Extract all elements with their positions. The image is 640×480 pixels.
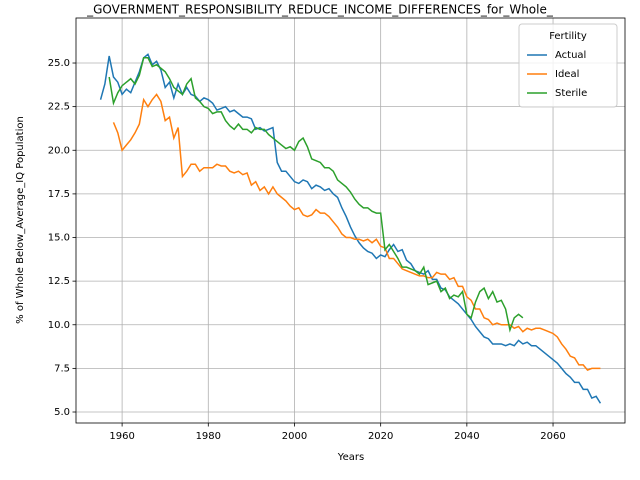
y-tick-label: 5.0: [54, 407, 70, 418]
legend-label: Ideal: [555, 69, 579, 80]
legend-box: [518, 23, 618, 108]
line-series: [108, 57, 524, 333]
y-tick-label: 10.0: [48, 320, 70, 331]
legend-label: Actual: [555, 50, 586, 61]
chart-title: _GOVERNMENT_RESPONSIBILITY_REDUCE_INCOME…: [86, 3, 554, 17]
y-axis-label: % of Whole Below_Average_IQ Population: [15, 116, 26, 324]
legend-title: Fertility: [549, 31, 587, 42]
legend: Fertility Actual Ideal Sterile: [518, 23, 618, 108]
y-tick-label: 25.0: [48, 58, 70, 69]
x-axis-label: Years: [337, 452, 364, 463]
x-tick-label: 1980: [196, 431, 221, 442]
axes-frame: [75, 17, 626, 424]
y-tick-label: 7.5: [54, 363, 70, 374]
y-tick-label: 17.5: [48, 189, 70, 200]
x-tick-label: 2060: [540, 431, 565, 442]
y-tick-label: 20.0: [48, 145, 70, 156]
x-tick-label: 2000: [282, 431, 307, 442]
line-series: [112, 93, 601, 372]
plot-area: [99, 53, 602, 404]
x-tick-label: 2040: [454, 431, 479, 442]
y-tick-label: 12.5: [48, 276, 70, 287]
y-tick-label: 22.5: [48, 102, 70, 113]
x-tick-label: 1960: [109, 431, 134, 442]
legend-label: Sterile: [555, 88, 587, 99]
y-tick-label: 15.0: [48, 233, 70, 244]
x-tick-label: 2020: [368, 431, 393, 442]
